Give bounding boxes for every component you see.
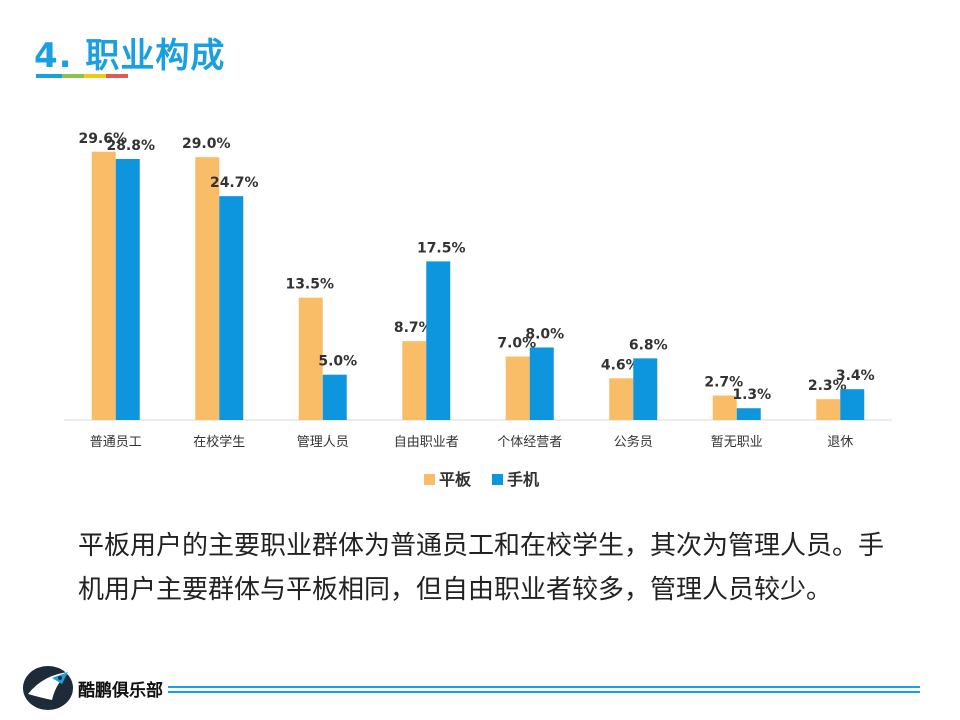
data-label-phone: 17.5% — [417, 240, 466, 256]
data-label-phone: 3.4% — [836, 368, 875, 384]
data-label-phone: 24.7% — [210, 175, 259, 191]
legend-swatch-phone — [492, 474, 503, 485]
data-label-tablet: 2.3% — [808, 378, 847, 394]
data-label-phone: 5.0% — [318, 354, 357, 370]
x-tick-label: 管理人员 — [297, 435, 349, 450]
bar-tablet — [609, 378, 634, 420]
data-label-phone: 6.8% — [629, 337, 668, 353]
bar-tablet — [505, 356, 530, 420]
penguin-logo-icon — [23, 666, 73, 710]
data-label-tablet: 4.6% — [601, 357, 640, 373]
legend-label-phone: 手机 — [507, 470, 539, 489]
x-tick-label: 个体经营者 — [497, 435, 562, 450]
bar-phone — [426, 261, 451, 420]
bar-tablet — [402, 341, 427, 420]
bar-tablet — [195, 157, 220, 420]
x-tick-label: 自由职业者 — [394, 435, 459, 450]
data-label-tablet: 7.0% — [497, 336, 536, 352]
bar-phone — [736, 408, 761, 420]
footer-brand: 酷鹏俱乐部 — [78, 681, 163, 701]
title-underline — [36, 74, 128, 78]
bar-tablet — [712, 395, 737, 420]
data-label-tablet: 8.7% — [394, 320, 433, 336]
x-tick-label: 退休 — [827, 435, 853, 450]
bar-phone — [633, 358, 658, 420]
title-underline-segment — [106, 74, 128, 78]
bar-phone — [840, 389, 865, 420]
data-label-phone: 1.3% — [732, 387, 771, 403]
legend-label-tablet: 平板 — [439, 470, 472, 489]
bar-phone — [219, 196, 244, 420]
data-label-tablet: 2.7% — [704, 375, 743, 391]
data-label-phone: 8.0% — [525, 327, 564, 343]
title-underline-segment — [62, 74, 84, 78]
bar-tablet — [91, 151, 116, 420]
footer-divider-bottom — [168, 691, 920, 693]
data-label-tablet: 13.5% — [285, 277, 334, 293]
slide-description: 平板用户的主要职业群体为普通员工和在校学生，其次为管理人员。手机用户主要群体与平… — [78, 531, 885, 605]
bar-tablet — [816, 399, 841, 420]
footer-divider-top — [168, 686, 920, 688]
title-underline-segment — [36, 74, 62, 78]
slide-title: 4. 职业构成 — [34, 36, 226, 76]
x-tick-label: 暂无职业 — [711, 435, 763, 450]
x-tick-label: 公务员 — [614, 434, 653, 450]
occupation-bar-chart: 29.6%28.8% 普通员工 29.0% 24.7% 在校学生 13.5% 5.0% 管理人… — [64, 131, 892, 489]
data-label-phone: 28.8% — [106, 138, 155, 154]
title-underline-segment — [84, 74, 106, 78]
x-tick-label: 在校学生 — [193, 434, 245, 450]
bar-tablet — [298, 297, 323, 420]
bar-phone — [529, 347, 554, 420]
data-label-tablet: 29.6% — [78, 131, 127, 147]
bar-phone — [115, 159, 140, 420]
bar-phone — [322, 374, 347, 420]
legend-swatch-tablet — [424, 474, 435, 485]
x-tick-label: 普通员工 — [90, 435, 142, 450]
data-label-tablet: 29.0% — [182, 136, 231, 152]
